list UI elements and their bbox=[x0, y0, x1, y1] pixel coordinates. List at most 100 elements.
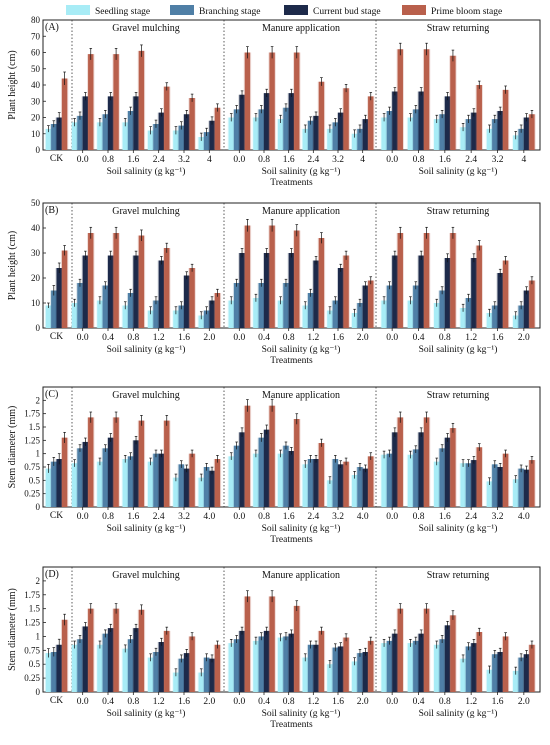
bar bbox=[497, 652, 503, 692]
bar bbox=[357, 653, 363, 692]
bar bbox=[327, 480, 333, 507]
bar bbox=[343, 88, 349, 150]
x-tick-label: 0.4 bbox=[258, 333, 270, 343]
x-tick-label: 1.6 bbox=[127, 155, 139, 165]
bar bbox=[523, 469, 530, 507]
bar bbox=[173, 130, 179, 150]
bar bbox=[184, 275, 190, 328]
bar bbox=[258, 283, 264, 328]
bar bbox=[318, 81, 325, 150]
legend-item-bloom: Prime bloom stage bbox=[402, 5, 502, 17]
bar bbox=[413, 449, 419, 507]
bar bbox=[418, 432, 424, 507]
bar bbox=[198, 477, 204, 507]
legend-item-bud: Current bud stage bbox=[284, 5, 381, 17]
chart-panel-a: (A) 0 10 20 30 40 50 60 70 80 Plant height (cm) CK G… bbox=[7, 15, 541, 188]
bar bbox=[351, 313, 358, 328]
group-x-label: Soil salinity (g kg⁻¹) bbox=[107, 708, 186, 719]
y-tick-label: 80 bbox=[31, 15, 41, 25]
x-tick-label: 0.0 bbox=[386, 333, 398, 343]
bar bbox=[423, 49, 430, 150]
bar bbox=[203, 310, 210, 328]
bar bbox=[407, 300, 414, 328]
bar bbox=[164, 248, 170, 328]
x-tick-label: 0.0 bbox=[233, 697, 245, 707]
bar bbox=[343, 255, 349, 328]
bar bbox=[407, 643, 414, 692]
bar bbox=[343, 637, 349, 692]
bar bbox=[294, 52, 300, 150]
y-tick-label: 0 bbox=[36, 502, 41, 512]
bar bbox=[56, 644, 62, 692]
bar bbox=[228, 117, 234, 150]
bar bbox=[523, 654, 530, 692]
bar bbox=[88, 608, 94, 692]
bar bbox=[288, 451, 295, 507]
x-tick-label: 4 bbox=[360, 155, 365, 165]
bar bbox=[269, 225, 275, 328]
bar bbox=[209, 658, 215, 692]
bar bbox=[113, 608, 119, 692]
y-tick-label: 2 bbox=[36, 576, 41, 586]
x-tick-label: 1.2 bbox=[307, 697, 319, 707]
bar bbox=[133, 96, 139, 150]
x-tick-label: 1.6 bbox=[492, 333, 504, 343]
bar bbox=[368, 640, 374, 692]
bar bbox=[164, 86, 170, 150]
bar bbox=[357, 303, 363, 328]
bar bbox=[476, 85, 482, 150]
bar bbox=[523, 290, 530, 328]
legend-swatch-seedling bbox=[66, 5, 90, 15]
bar bbox=[471, 258, 477, 328]
bar bbox=[465, 646, 472, 692]
bar bbox=[439, 290, 445, 328]
bar bbox=[386, 453, 393, 507]
x-tick-label: 2.0 bbox=[518, 697, 530, 707]
bar bbox=[444, 437, 451, 507]
x-tick-label: 2.0 bbox=[518, 333, 530, 343]
bar bbox=[362, 119, 369, 150]
bar bbox=[51, 461, 57, 507]
y-tick-label: 1.25 bbox=[24, 618, 40, 628]
bar bbox=[313, 459, 319, 507]
bar bbox=[288, 93, 295, 150]
bar bbox=[233, 283, 240, 328]
y-tick-label: 2 bbox=[36, 395, 41, 405]
bar bbox=[486, 128, 493, 150]
x-tick-label: 0.0 bbox=[386, 697, 398, 707]
bar bbox=[294, 230, 300, 328]
bar bbox=[108, 96, 114, 150]
bar bbox=[214, 107, 221, 150]
bar bbox=[392, 255, 398, 328]
x-tick-label-ck: CK bbox=[50, 332, 63, 342]
y-tick-label: 0 bbox=[36, 323, 41, 333]
bar bbox=[198, 672, 204, 692]
bar bbox=[178, 125, 184, 150]
bar bbox=[518, 468, 524, 507]
bar bbox=[513, 135, 519, 150]
bar bbox=[82, 96, 89, 150]
bar bbox=[77, 115, 83, 150]
bar bbox=[239, 630, 245, 692]
bar bbox=[173, 310, 179, 328]
bar bbox=[332, 459, 338, 507]
chart-panel-d: (D) 0 0.25 0.5 0.75 1 1.25 1.5 1.75 2 Stem diamete… bbox=[7, 566, 541, 730]
bar bbox=[244, 225, 251, 328]
bar bbox=[233, 445, 240, 507]
x-tick-label: 1.6 bbox=[332, 333, 344, 343]
x-tick-label: 2.0 bbox=[357, 333, 369, 343]
bar bbox=[465, 298, 472, 328]
bar bbox=[450, 615, 456, 692]
x-tick-label: 3.2 bbox=[332, 155, 344, 165]
bar bbox=[244, 52, 251, 150]
group-title: Manure application bbox=[262, 23, 340, 34]
x-tick-label: 0.8 bbox=[283, 697, 295, 707]
bar bbox=[71, 122, 78, 150]
bar bbox=[288, 633, 295, 692]
y-tick-label: 40 bbox=[31, 223, 41, 233]
group-title: Gravel mulching bbox=[112, 206, 179, 217]
bar bbox=[307, 644, 314, 692]
bar bbox=[302, 657, 308, 692]
x-tick-label: 2.4 bbox=[465, 512, 477, 522]
